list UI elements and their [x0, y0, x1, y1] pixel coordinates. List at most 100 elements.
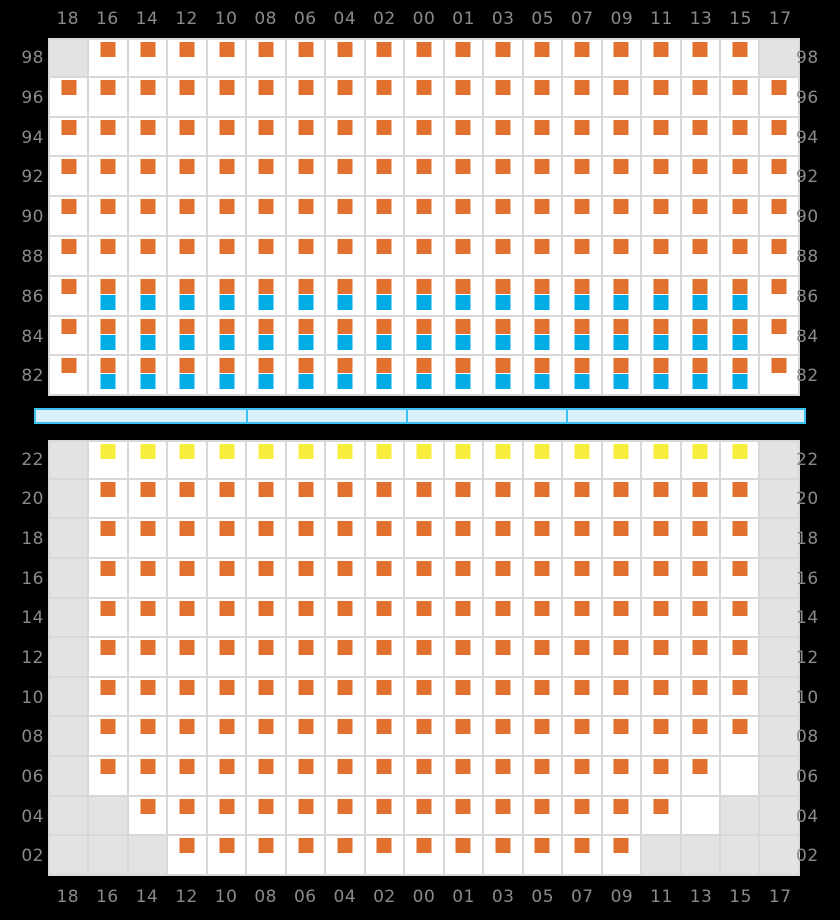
- orange-marker[interactable]: [140, 679, 156, 695]
- orange-marker[interactable]: [613, 719, 629, 735]
- orange-marker[interactable]: [613, 79, 629, 95]
- orange-marker[interactable]: [574, 278, 590, 294]
- orange-marker[interactable]: [179, 119, 195, 135]
- orange-marker[interactable]: [495, 119, 511, 135]
- grid-cell-06-12[interactable]: [168, 757, 208, 797]
- grid-cell-82-14[interactable]: [128, 356, 169, 397]
- grid-cell-10-15[interactable]: [720, 677, 761, 718]
- grid-cell-16-17[interactable]: [760, 558, 800, 599]
- grid-cell-06-00[interactable]: [405, 757, 445, 797]
- grid-cell-82-02[interactable]: [365, 356, 406, 397]
- grid-cell-14-04[interactable]: [326, 598, 366, 639]
- blue-marker[interactable]: [258, 374, 274, 390]
- yellow-marker[interactable]: [219, 444, 235, 459]
- grid-cell-98-00[interactable]: [405, 38, 445, 78]
- grid-cell-12-06[interactable]: [286, 638, 327, 678]
- orange-marker[interactable]: [100, 600, 116, 616]
- orange-marker[interactable]: [574, 159, 590, 175]
- orange-marker[interactable]: [534, 481, 550, 497]
- grid-cell-86-08[interactable]: [247, 276, 287, 317]
- orange-marker[interactable]: [416, 159, 432, 175]
- grid-cell-92-12[interactable]: [168, 157, 208, 198]
- orange-marker[interactable]: [140, 481, 156, 497]
- grid-cell-98-18[interactable]: [48, 38, 90, 78]
- grid-cell-06-04[interactable]: [326, 757, 366, 797]
- grid-cell-20-03[interactable]: [484, 479, 524, 520]
- orange-marker[interactable]: [732, 42, 748, 57]
- orange-marker[interactable]: [298, 79, 314, 95]
- orange-marker[interactable]: [416, 199, 432, 215]
- orange-marker[interactable]: [258, 640, 274, 656]
- grid-cell-86-00[interactable]: [405, 276, 445, 317]
- grid-cell-22-17[interactable]: [760, 440, 800, 480]
- orange-marker[interactable]: [258, 42, 274, 57]
- blue-marker[interactable]: [376, 334, 392, 350]
- orange-marker[interactable]: [692, 159, 708, 175]
- grid-cell-96-09[interactable]: [602, 77, 643, 118]
- orange-marker[interactable]: [219, 278, 235, 294]
- grid-cell-22-14[interactable]: [128, 440, 169, 480]
- grid-cell-06-18[interactable]: [48, 757, 90, 797]
- grid-cell-88-07[interactable]: [563, 236, 603, 277]
- orange-marker[interactable]: [692, 358, 708, 374]
- orange-marker[interactable]: [653, 278, 669, 294]
- orange-marker[interactable]: [179, 238, 195, 254]
- orange-marker[interactable]: [574, 640, 590, 656]
- grid-cell-90-08[interactable]: [247, 197, 287, 237]
- orange-marker[interactable]: [574, 759, 590, 774]
- orange-marker[interactable]: [574, 600, 590, 616]
- yellow-marker[interactable]: [732, 444, 748, 459]
- grid-cell-02-07[interactable]: [563, 836, 603, 876]
- orange-marker[interactable]: [337, 42, 353, 57]
- orange-marker[interactable]: [258, 238, 274, 254]
- grid-cell-94-02[interactable]: [365, 117, 406, 158]
- blue-marker[interactable]: [732, 294, 748, 310]
- orange-marker[interactable]: [219, 159, 235, 175]
- grid-cell-96-17[interactable]: [760, 77, 800, 118]
- grid-cell-98-12[interactable]: [168, 38, 208, 78]
- grid-cell-96-10[interactable]: [207, 77, 248, 118]
- orange-marker[interactable]: [495, 679, 511, 695]
- orange-marker[interactable]: [653, 560, 669, 576]
- orange-marker[interactable]: [574, 798, 590, 814]
- grid-cell-96-08[interactable]: [247, 77, 287, 118]
- grid-cell-86-10[interactable]: [207, 276, 248, 317]
- orange-marker[interactable]: [298, 238, 314, 254]
- grid-cell-20-09[interactable]: [602, 479, 643, 520]
- orange-marker[interactable]: [495, 521, 511, 537]
- grid-cell-12-10[interactable]: [207, 638, 248, 678]
- grid-cell-86-16[interactable]: [89, 276, 129, 317]
- grid-cell-02-16[interactable]: [89, 836, 129, 876]
- orange-marker[interactable]: [455, 838, 471, 854]
- grid-cell-90-03[interactable]: [484, 197, 524, 237]
- grid-cell-08-10[interactable]: [207, 717, 248, 757]
- grid-cell-14-03[interactable]: [484, 598, 524, 639]
- grid-cell-84-11[interactable]: [642, 316, 682, 357]
- grid-cell-22-04[interactable]: [326, 440, 366, 480]
- orange-marker[interactable]: [455, 719, 471, 735]
- orange-marker[interactable]: [376, 481, 392, 497]
- orange-marker[interactable]: [692, 759, 708, 774]
- orange-marker[interactable]: [376, 838, 392, 854]
- orange-marker[interactable]: [219, 798, 235, 814]
- grid-cell-10-11[interactable]: [642, 677, 682, 718]
- orange-marker[interactable]: [613, 199, 629, 215]
- grid-cell-02-05[interactable]: [523, 836, 564, 876]
- orange-marker[interactable]: [61, 159, 77, 175]
- orange-marker[interactable]: [574, 679, 590, 695]
- orange-marker[interactable]: [179, 640, 195, 656]
- grid-cell-22-07[interactable]: [563, 440, 603, 480]
- blue-marker[interactable]: [219, 294, 235, 310]
- grid-cell-90-18[interactable]: [48, 197, 90, 237]
- orange-marker[interactable]: [495, 238, 511, 254]
- grid-cell-16-16[interactable]: [89, 558, 129, 599]
- grid-cell-92-18[interactable]: [48, 157, 90, 198]
- orange-marker[interactable]: [771, 318, 787, 334]
- grid-cell-16-13[interactable]: [681, 558, 721, 599]
- blue-marker[interactable]: [692, 294, 708, 310]
- grid-cell-94-08[interactable]: [247, 117, 287, 158]
- grid-cell-96-03[interactable]: [484, 77, 524, 118]
- grid-cell-94-14[interactable]: [128, 117, 169, 158]
- orange-marker[interactable]: [653, 679, 669, 695]
- orange-marker[interactable]: [653, 719, 669, 735]
